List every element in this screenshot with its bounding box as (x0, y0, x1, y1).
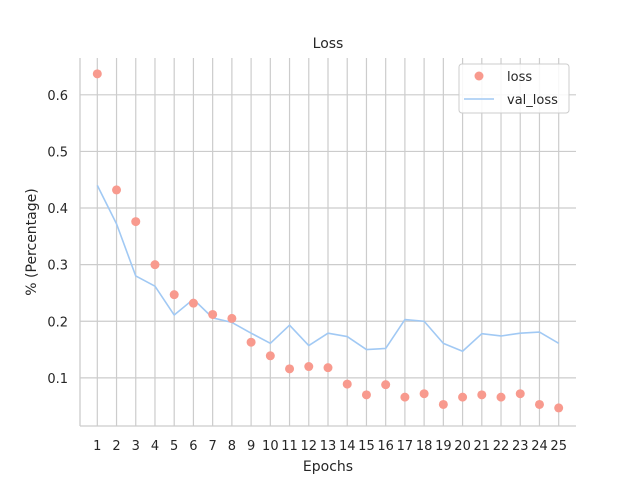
loss-point (458, 392, 468, 402)
x-tick-label: 7 (209, 439, 217, 454)
x-tick-label: 18 (416, 439, 433, 454)
loss-point (419, 389, 429, 399)
loss-series (92, 69, 564, 413)
y-tick-label: 0.1 (47, 372, 68, 387)
loss-point (342, 379, 352, 389)
x-axis-label: Epochs (303, 459, 353, 475)
x-tick-label: 1 (93, 439, 101, 454)
y-tick-label: 0.2 (47, 315, 68, 330)
loss-point (112, 185, 122, 195)
x-tick-label: 15 (358, 439, 375, 454)
x-tick-label: 10 (262, 439, 279, 454)
legend-label-val-loss: val_loss (507, 93, 558, 108)
x-tick-label: 6 (189, 439, 197, 454)
x-tick-label: 14 (339, 439, 356, 454)
x-tick-label: 22 (493, 439, 510, 454)
loss-point (227, 313, 237, 323)
axes (79, 58, 576, 427)
x-tick-label: 2 (112, 439, 120, 454)
y-axis-label: % (Percentage) (24, 188, 40, 295)
x-tick-label: 16 (377, 439, 394, 454)
loss-point (361, 390, 371, 400)
loss-point (150, 260, 160, 270)
y-tick-label: 0.3 (47, 259, 68, 274)
loss-point (554, 403, 564, 413)
loss-point (438, 399, 448, 409)
x-tick-label: 25 (550, 439, 567, 454)
x-tick-label: 19 (435, 439, 452, 454)
val-loss-line (96, 185, 560, 353)
x-tick-label: 4 (151, 439, 159, 454)
x-tick-label: 20 (454, 439, 471, 454)
legend-label-loss: loss (507, 70, 532, 85)
loss-point (323, 363, 333, 373)
x-tick-label: 11 (281, 439, 298, 454)
loss-point (208, 309, 218, 319)
x-tick-label: 5 (170, 439, 178, 454)
loss-point (188, 298, 198, 308)
loss-point (400, 392, 410, 402)
x-tick-label: 24 (531, 439, 548, 454)
loss-point (381, 380, 391, 390)
legend-marker-loss (474, 71, 484, 81)
y-tick-label: 0.6 (47, 89, 68, 104)
legend-frame (458, 63, 570, 114)
loss-point (496, 392, 506, 402)
loss-point (131, 217, 141, 227)
x-tick-label: 8 (228, 439, 236, 454)
x-tick-label: 12 (301, 439, 318, 454)
x-tick-label: 17 (397, 439, 414, 454)
loss-point (169, 290, 179, 300)
loss-point (285, 364, 295, 374)
y-tick-label: 0.5 (47, 145, 68, 160)
x-tick-label: 23 (512, 439, 529, 454)
loss-point (515, 389, 525, 399)
x-tick-labels: 1 2 3 4 5 6 7 8 9 10 11 12 13 14 15 16 17 18 19 20 21 22 23 24 2… (93, 439, 567, 454)
loss-point (304, 362, 314, 372)
y-tick-labels: 0.1 0.2 0.3 0.4 0.5 0.6 (47, 89, 68, 387)
x-tick-label: 9 (247, 439, 255, 454)
x-tick-label: 3 (132, 439, 140, 454)
legend: loss val_loss (458, 63, 570, 114)
loss-point (534, 399, 544, 409)
loss-point (92, 69, 102, 79)
loss-point (246, 337, 256, 347)
x-tick-label: 13 (320, 439, 337, 454)
val-loss-series (96, 185, 560, 353)
x-tick-label: 21 (474, 439, 491, 454)
loss-point (265, 351, 275, 361)
chart-title: Loss (313, 36, 344, 52)
loss-point (477, 390, 487, 400)
grid (80, 58, 576, 426)
y-tick-label: 0.4 (47, 202, 68, 217)
